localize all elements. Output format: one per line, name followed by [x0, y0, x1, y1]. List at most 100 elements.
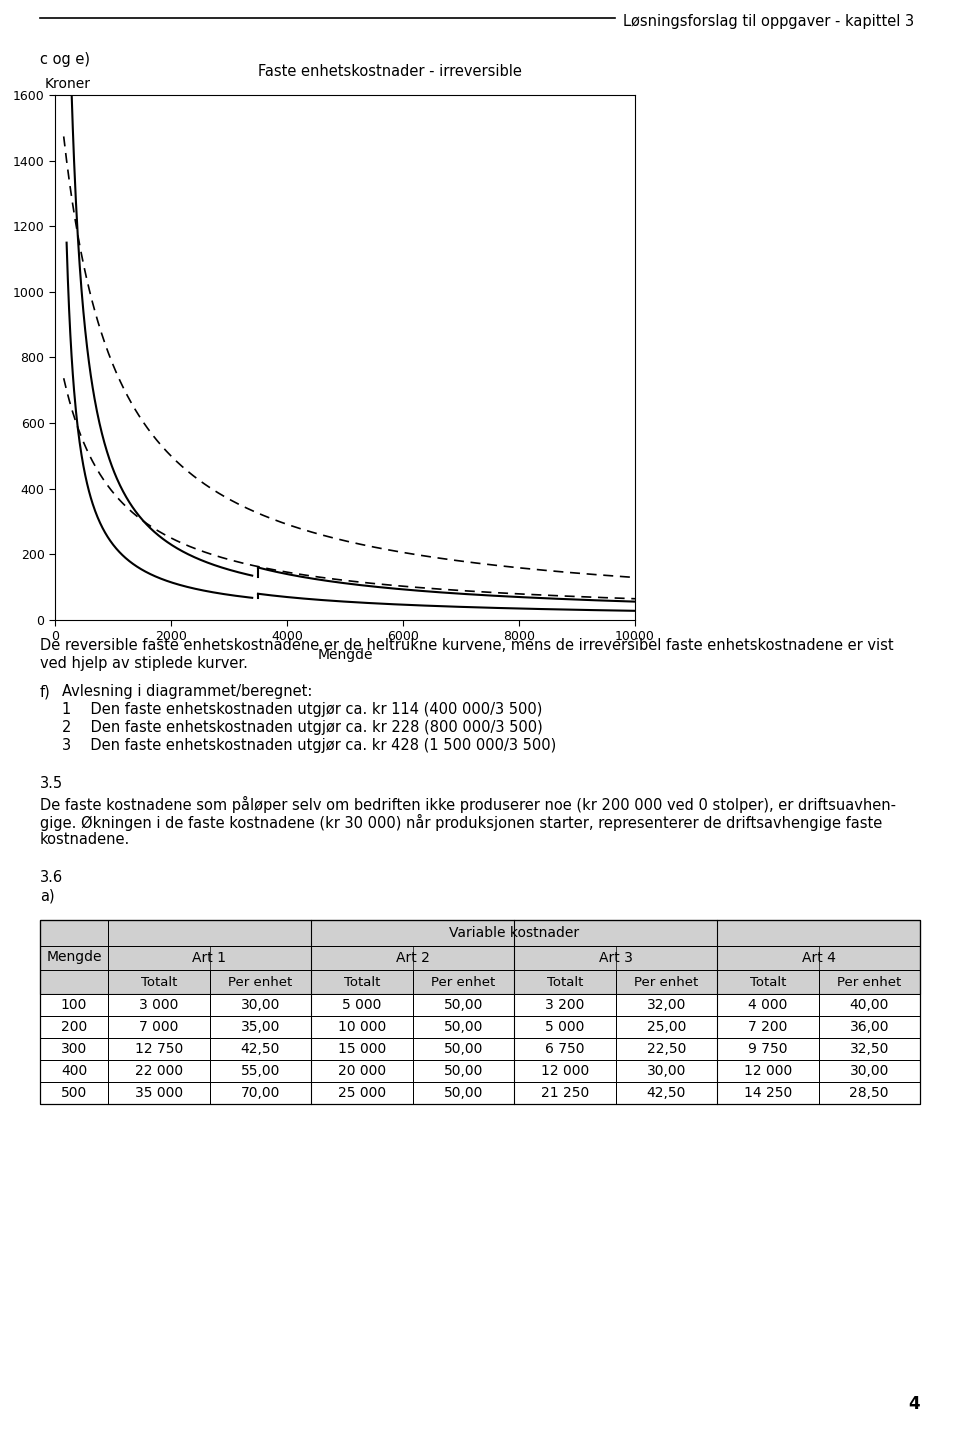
Text: 3.5: 3.5	[40, 777, 63, 791]
Text: 9 750: 9 750	[748, 1042, 787, 1056]
Bar	[209, 995, 311, 1016]
Text: Per enhet: Per enhet	[837, 976, 901, 989]
Text: 50,00: 50,00	[444, 997, 483, 1012]
Text: 35 000: 35 000	[134, 1086, 182, 1101]
Text: 30,00: 30,00	[647, 1063, 686, 1078]
Text: 7 200: 7 200	[748, 1020, 787, 1035]
Text: 7 000: 7 000	[139, 1020, 179, 1035]
Bar	[40, 920, 108, 995]
Text: Kroner: Kroner	[45, 77, 91, 92]
Bar	[717, 995, 819, 1016]
Bar	[311, 1016, 413, 1037]
Bar	[615, 1082, 717, 1103]
Text: 50,00: 50,00	[444, 1086, 483, 1101]
Bar	[717, 1016, 819, 1037]
Bar	[514, 995, 615, 1016]
Text: Totalt: Totalt	[546, 976, 583, 989]
Text: De faste kostnadene som påløper selv om bedriften ikke produserer noe (kr 200 00: De faste kostnadene som påløper selv om …	[40, 795, 896, 813]
Bar	[40, 920, 920, 1103]
Text: 400: 400	[60, 1063, 87, 1078]
Bar	[413, 995, 514, 1016]
Bar	[717, 946, 920, 970]
Bar	[717, 1037, 819, 1060]
Text: f): f)	[40, 684, 51, 699]
Text: a): a)	[40, 888, 55, 903]
Text: 2  Den faste enhetskostnaden utgjør ca. kr 228 (800 000/3 500): 2 Den faste enhetskostnaden utgjør ca. k…	[62, 719, 542, 735]
Text: 50,00: 50,00	[444, 1042, 483, 1056]
Bar	[514, 1037, 615, 1060]
Text: Art 2: Art 2	[396, 952, 429, 964]
Bar	[819, 1060, 920, 1082]
Bar	[40, 1082, 108, 1103]
Bar	[717, 1060, 819, 1082]
Text: Art 1: Art 1	[193, 952, 227, 964]
Bar	[311, 1037, 413, 1060]
Text: 21 250: 21 250	[540, 1086, 588, 1101]
Bar	[615, 995, 717, 1016]
Bar	[40, 1016, 108, 1037]
Text: Totalt: Totalt	[344, 976, 380, 989]
Bar	[209, 970, 311, 995]
Text: 42,50: 42,50	[647, 1086, 686, 1101]
Bar	[514, 970, 615, 995]
Text: 4: 4	[908, 1394, 920, 1413]
Text: 6 750: 6 750	[545, 1042, 585, 1056]
Bar	[717, 970, 819, 995]
Bar	[413, 970, 514, 995]
Text: 500: 500	[60, 1086, 87, 1101]
Text: 28,50: 28,50	[850, 1086, 889, 1101]
Text: 300: 300	[60, 1042, 87, 1056]
Text: 40,00: 40,00	[850, 997, 889, 1012]
Text: 50,00: 50,00	[444, 1063, 483, 1078]
Text: 5 000: 5 000	[545, 1020, 585, 1035]
Text: Art 4: Art 4	[802, 952, 835, 964]
Text: 14 250: 14 250	[744, 1086, 792, 1101]
Text: 3 200: 3 200	[545, 997, 585, 1012]
Bar	[108, 1060, 209, 1082]
Bar	[209, 1016, 311, 1037]
Bar	[615, 1060, 717, 1082]
Bar	[209, 1060, 311, 1082]
Text: 42,50: 42,50	[241, 1042, 280, 1056]
Text: 22 000: 22 000	[134, 1063, 182, 1078]
Bar	[311, 995, 413, 1016]
Bar	[209, 1037, 311, 1060]
Text: gige. Økningen i de faste kostnadene (kr 30 000) når produksjonen starter, repre: gige. Økningen i de faste kostnadene (kr…	[40, 814, 882, 831]
Text: Totalt: Totalt	[750, 976, 786, 989]
Text: 12 000: 12 000	[540, 1063, 588, 1078]
Text: Per enhet: Per enhet	[635, 976, 698, 989]
Text: Per enhet: Per enhet	[228, 976, 293, 989]
Bar	[108, 920, 920, 946]
Text: c og e): c og e)	[40, 52, 90, 67]
Text: Variable kostnader: Variable kostnader	[449, 926, 579, 940]
Text: 3 000: 3 000	[139, 997, 179, 1012]
Bar	[615, 1016, 717, 1037]
Bar	[108, 1082, 209, 1103]
Bar	[108, 995, 209, 1016]
Bar	[108, 1037, 209, 1060]
Text: 22,50: 22,50	[647, 1042, 686, 1056]
Text: 36,00: 36,00	[850, 1020, 889, 1035]
Bar	[40, 995, 108, 1016]
Text: 15 000: 15 000	[338, 1042, 386, 1056]
Bar	[108, 946, 311, 970]
Bar	[311, 970, 413, 995]
Bar	[40, 920, 920, 995]
Bar	[209, 1082, 311, 1103]
Text: 70,00: 70,00	[241, 1086, 280, 1101]
Text: 32,00: 32,00	[647, 997, 686, 1012]
Text: Avlesning i diagrammet/beregnet:: Avlesning i diagrammet/beregnet:	[62, 684, 312, 699]
Text: 3.6: 3.6	[40, 870, 63, 886]
Text: 30,00: 30,00	[241, 997, 280, 1012]
Text: 1  Den faste enhetskostnaden utgjør ca. kr 114 (400 000/3 500): 1 Den faste enhetskostnaden utgjør ca. k…	[62, 702, 542, 716]
Bar	[40, 1037, 108, 1060]
Text: 100: 100	[60, 997, 87, 1012]
Bar	[311, 946, 514, 970]
Bar	[413, 1037, 514, 1060]
Bar	[717, 1082, 819, 1103]
Text: 55,00: 55,00	[241, 1063, 280, 1078]
Bar	[40, 1060, 108, 1082]
Text: Løsningsforslag til oppgaver - kapittel 3: Løsningsforslag til oppgaver - kapittel …	[623, 14, 914, 29]
Bar	[413, 1082, 514, 1103]
Bar	[311, 1060, 413, 1082]
